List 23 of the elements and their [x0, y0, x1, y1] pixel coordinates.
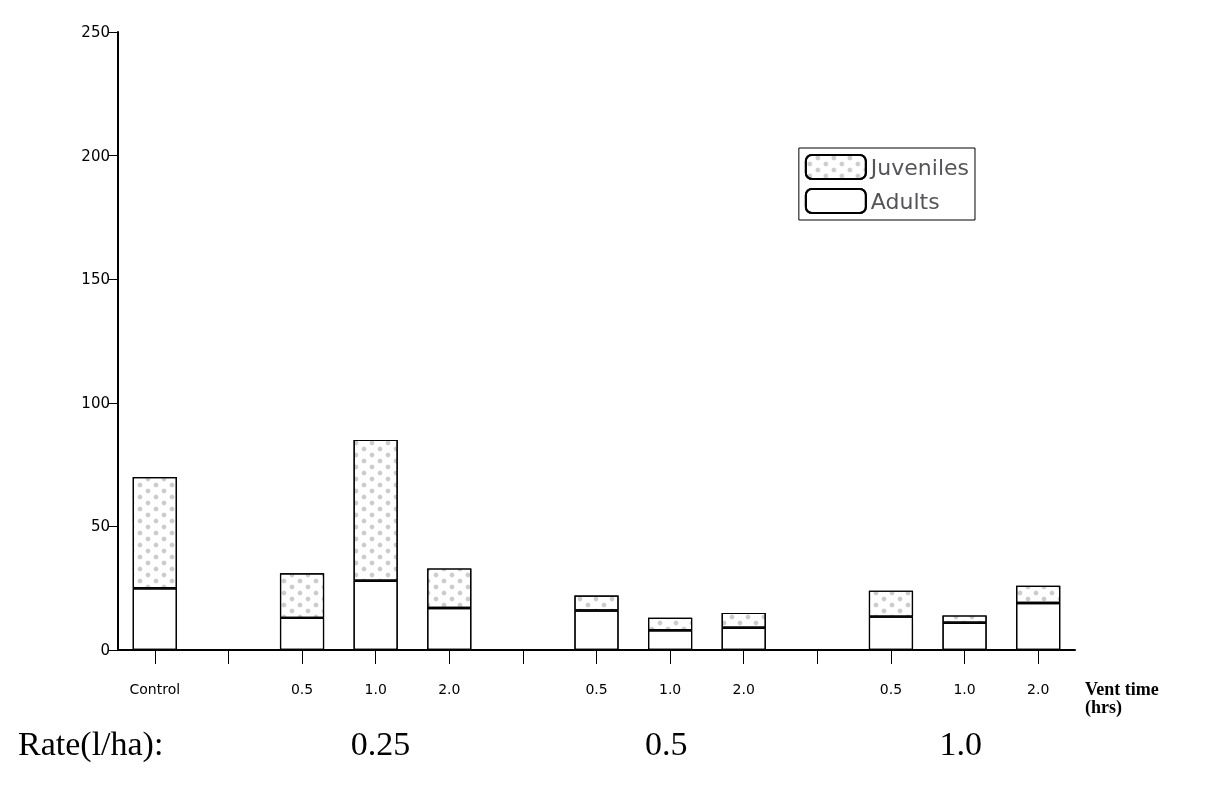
x-tick-label: 1.0: [953, 681, 976, 697]
y-tick-label: 250: [81, 23, 110, 41]
x-tick-label: 2.0: [732, 681, 755, 697]
x-tick-label: Control: [129, 681, 181, 697]
x-tick-label: 0.5: [290, 681, 314, 697]
text: Rate(l/ha):: [18, 724, 164, 763]
text: 0.25: [350, 724, 411, 762]
y-tick-label: 100: [81, 393, 110, 412]
y-tick-label: 200: [81, 146, 110, 165]
text: 0.5: [645, 724, 688, 762]
x-tick-label: 1.0: [658, 681, 682, 697]
x-tick-label: 0.5: [585, 681, 608, 697]
legend-label: Juveniles: [868, 154, 969, 180]
x-tick-label: 2.0: [1027, 681, 1050, 697]
text: 1.0: [939, 724, 983, 762]
x-tick-label: 1.0: [364, 681, 387, 697]
x-axis-title: Vent time (hrs): [1085, 679, 1159, 718]
y-tick-label: 0: [100, 641, 110, 659]
y-tick-label: 50: [90, 517, 110, 536]
legend-label: Adults: [870, 188, 940, 214]
x-tick-label: 2.0: [438, 681, 461, 697]
y-tick-label: 150: [81, 270, 110, 289]
x-tick-label: 0.5: [879, 681, 903, 697]
